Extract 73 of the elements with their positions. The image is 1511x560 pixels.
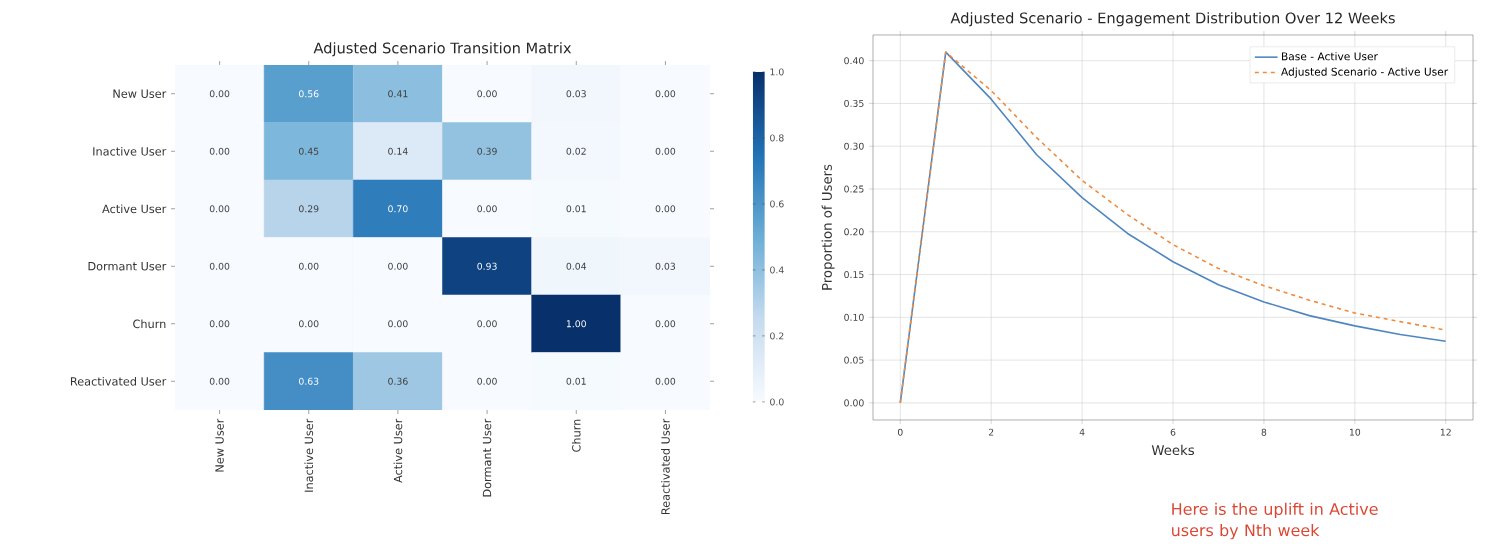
x-tick-label: Reactivated User: [661, 418, 670, 515]
legend-label: Adjusted Scenario - Active User: [1281, 67, 1449, 78]
data-label: 0.93: [477, 262, 497, 270]
color-bar-label: 0.6: [770, 200, 784, 208]
data-label: 0.00: [209, 262, 230, 270]
x-tick-label: 4: [1079, 428, 1085, 436]
y-tick-label: Reactivated User: [70, 376, 167, 386]
data-label: 0.39: [477, 147, 497, 155]
data-label: 0.00: [209, 205, 230, 213]
x-tick-label: 8: [1261, 428, 1267, 436]
x-tick-label: 10: [1349, 428, 1361, 436]
data-label: 0.70: [388, 205, 408, 213]
y-tick-label: 0.35: [844, 99, 864, 107]
y-tick-label: Active User: [102, 204, 167, 214]
y-tick-label: 0.00: [844, 399, 864, 407]
y-tick-label: Inactive User: [93, 146, 167, 156]
data-label: 0.00: [655, 205, 676, 213]
data-label: 0.01: [566, 205, 586, 213]
x-tick-label: Dormant User: [482, 418, 492, 497]
y-tick-label: 0.20: [844, 228, 864, 236]
data-label: 0.01: [566, 377, 586, 385]
y-tick-label: 0.10: [844, 313, 864, 321]
data-label: 0.00: [299, 262, 319, 270]
y-tick-label: 0.25: [844, 185, 864, 193]
y-axis-title: Proportion of Users: [821, 164, 835, 290]
data-label: 0.00: [477, 377, 497, 385]
data-label: 0.00: [477, 320, 497, 328]
color-bar-label: 0.2: [770, 332, 784, 340]
x-tick-label: Inactive User: [304, 418, 314, 492]
x-tick-label: Churn: [571, 419, 581, 452]
data-label: 0.03: [655, 262, 676, 270]
data-label: 0.00: [388, 262, 408, 270]
x-tick-label: 12: [1440, 428, 1451, 436]
chart-title: Adjusted Scenario Transition Matrix: [313, 42, 572, 57]
color-bar-label: 0.8: [770, 134, 784, 142]
y-tick-label: 0.40: [844, 57, 864, 65]
text: Here is the uplift in Active users by Nth week: [1172, 502, 1378, 540]
x-tick-label: 2: [988, 428, 994, 436]
y-tick-label: 0.05: [844, 356, 864, 364]
data-label: 0.00: [477, 205, 497, 213]
y-tick-label: Churn: [133, 319, 166, 329]
data-label: 0.00: [655, 147, 676, 155]
data-label: 0.00: [655, 90, 676, 98]
chart-title: Adjusted Scenario - Engagement Distribution Over 12 Weeks: [950, 12, 1395, 27]
legend-label: Base - Active User: [1282, 52, 1378, 61]
data-label: 0.00: [477, 90, 497, 98]
data-label: 1.00: [566, 320, 586, 328]
data-label: 0.00: [655, 320, 676, 328]
data-label: 0.00: [209, 90, 230, 98]
color-bar-label: 0.4: [770, 266, 784, 274]
x-tick-label: Active User: [393, 418, 403, 483]
y-tick-label: New User: [113, 89, 167, 98]
data-label: 0.00: [299, 320, 319, 328]
y-tick-label: 0.15: [844, 271, 864, 279]
data-label: 0.00: [388, 320, 408, 328]
data-label: 0.14: [388, 147, 408, 155]
data-label: 0.04: [566, 262, 587, 270]
data-label: 0.00: [209, 377, 230, 385]
data-label: 0.03: [566, 90, 586, 98]
data-label: 0.00: [209, 320, 230, 328]
x-tick-label: New User: [215, 418, 224, 472]
data-label: 0.00: [655, 377, 676, 385]
x-tick-label: 6: [1170, 428, 1176, 436]
x-axis-title: Weeks: [1151, 444, 1195, 456]
color-bar-label: 0.0: [770, 398, 784, 406]
data-label: 0.00: [209, 147, 230, 155]
data-label: 0.45: [299, 147, 319, 155]
color-bar-label: 1.0: [770, 68, 784, 76]
y-tick-label: 0.30: [844, 142, 864, 150]
data-label: 0.02: [566, 147, 586, 155]
x-tick-label: 0: [897, 428, 903, 436]
y-tick-label: Dormant User: [88, 262, 167, 271]
data-label: 0.29: [299, 205, 319, 213]
